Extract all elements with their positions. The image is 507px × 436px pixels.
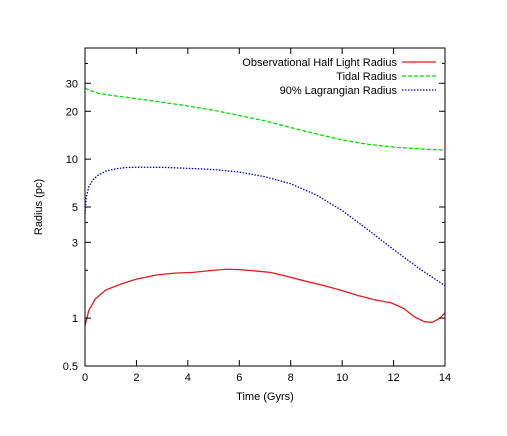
y-tick-label: 20: [66, 106, 78, 118]
y-tick-label: 30: [66, 78, 78, 90]
x-axis-label: Time (Gyrs): [236, 391, 294, 403]
series-line-2: [84, 87, 446, 151]
y-tick-label: 5: [72, 202, 78, 214]
x-tick-label: 14: [439, 372, 451, 384]
y-tick-label: 10: [66, 154, 78, 166]
legend-label-1: Observational Half Light Radius: [242, 57, 397, 69]
legend-label-2: Tidal Radius: [336, 71, 397, 83]
y-tick-label: 0.5: [63, 361, 78, 373]
x-tick-label: 4: [185, 372, 191, 384]
legend: Observational Half Light Radius Tidal Rad…: [242, 57, 436, 97]
x-tick-label: 8: [288, 372, 294, 384]
x-tick-label: 12: [387, 372, 399, 384]
plot-lines: [84, 87, 446, 326]
series-line-1: [84, 268, 446, 326]
y-axis-label: Radius (pc): [33, 179, 45, 235]
legend-label-3: 90% Lagrangian Radius: [280, 85, 398, 97]
series-line-3: [84, 166, 446, 287]
y-axis: 0.5 1 3 5 10 20 30: [63, 62, 445, 373]
x-tick-label: 2: [133, 372, 139, 384]
y-tick-label: 1: [72, 313, 78, 325]
x-tick-label: 10: [336, 372, 348, 384]
y-tick-label: 3: [72, 237, 78, 249]
x-axis: 0 2 4 6 8 10 12 14: [82, 48, 451, 384]
x-tick-label: 0: [82, 372, 88, 384]
x-tick-label: 6: [236, 372, 242, 384]
